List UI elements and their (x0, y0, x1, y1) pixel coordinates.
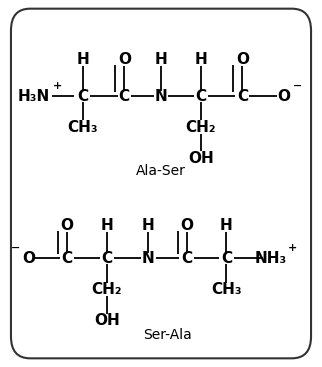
Text: C: C (237, 88, 248, 103)
Text: OH: OH (94, 313, 119, 328)
Text: −: − (293, 81, 302, 91)
Text: O: O (60, 218, 73, 233)
Text: H: H (220, 218, 233, 233)
Text: H₃N: H₃N (17, 88, 50, 103)
FancyBboxPatch shape (11, 9, 311, 358)
Text: Ala-Ser: Ala-Ser (136, 164, 186, 178)
Text: H: H (76, 52, 89, 67)
Text: C: C (195, 88, 206, 103)
Text: OH: OH (188, 150, 214, 166)
Text: −: − (10, 243, 20, 253)
Text: N: N (155, 88, 167, 103)
Text: C: C (119, 88, 130, 103)
Text: CH₃: CH₃ (68, 120, 98, 135)
Text: CH₂: CH₂ (186, 120, 216, 135)
Text: O: O (236, 52, 249, 67)
Text: C: C (61, 251, 72, 266)
Text: +: + (52, 81, 62, 91)
Text: O: O (22, 251, 35, 266)
Text: O: O (277, 88, 290, 103)
Text: H: H (194, 52, 207, 67)
Text: C: C (221, 251, 232, 266)
Text: C: C (77, 88, 88, 103)
Text: O: O (118, 52, 131, 67)
Text: CH₃: CH₃ (211, 281, 242, 297)
Text: +: + (288, 243, 298, 253)
Text: C: C (181, 251, 192, 266)
Text: Ser-Ala: Ser-Ala (143, 328, 192, 342)
Text: N: N (142, 251, 155, 266)
Text: O: O (180, 218, 193, 233)
Text: H: H (155, 52, 167, 67)
Text: H: H (100, 218, 113, 233)
Text: C: C (101, 251, 112, 266)
Text: CH₂: CH₂ (91, 281, 122, 297)
Text: NH₃: NH₃ (255, 251, 287, 266)
Text: H: H (142, 218, 155, 233)
